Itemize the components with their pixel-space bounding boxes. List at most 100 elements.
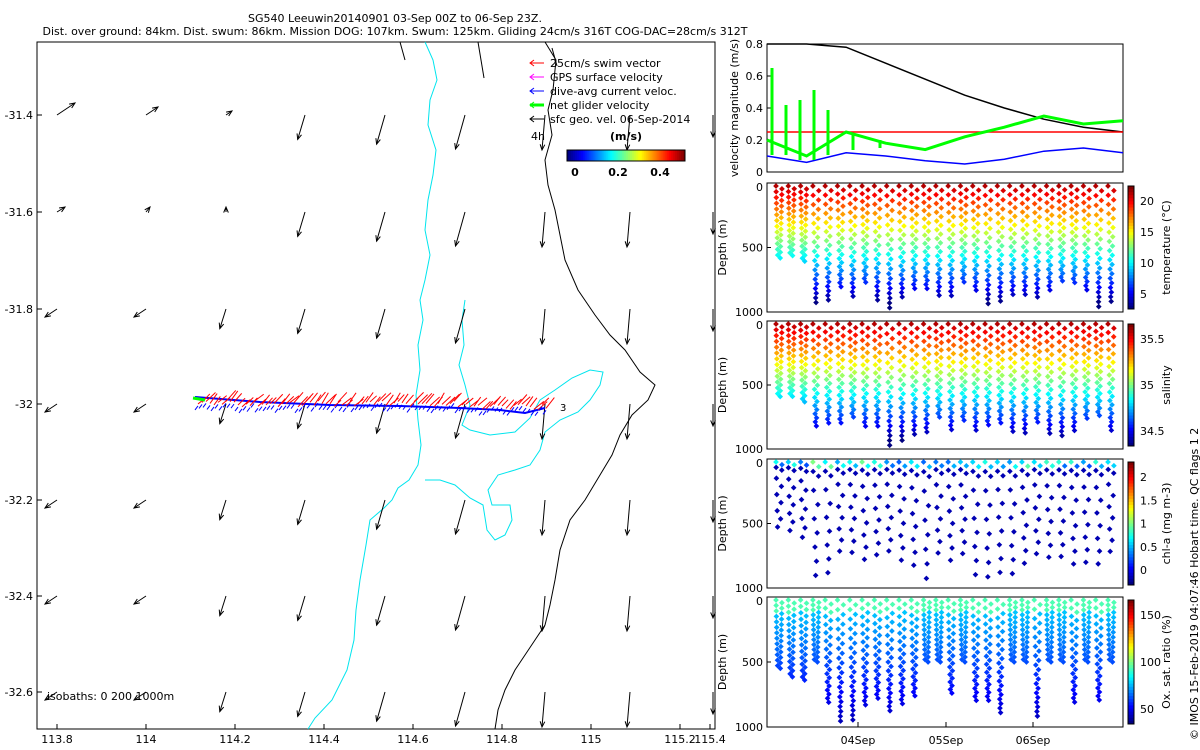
dac-vector (194, 405, 199, 411)
section-data-point (1081, 216, 1088, 223)
section-data-point (1105, 346, 1112, 353)
swim-vector (517, 394, 528, 406)
section-data-point (921, 631, 928, 638)
section-data-point (813, 271, 820, 278)
section-data-point (970, 621, 977, 627)
section-data-point (1105, 321, 1111, 327)
section-data-point (1044, 646, 1051, 653)
section-data-point (1024, 213, 1031, 220)
section-data-point (1097, 368, 1104, 375)
section-data-point (852, 630, 858, 637)
section-data-point (790, 631, 797, 637)
section-data-point (908, 183, 915, 189)
section-data-point (886, 280, 892, 287)
section-data-point (876, 224, 883, 230)
section-data-point (871, 612, 878, 619)
section-data-point (839, 650, 846, 657)
section-data-point (923, 575, 930, 582)
section-data-point (1086, 187, 1093, 193)
dac-vector (534, 411, 539, 416)
geo-velocity-arrowhead (43, 406, 51, 413)
section-data-point (773, 338, 780, 345)
section-data-point (861, 681, 867, 687)
geo-velocity-arrowhead (132, 406, 140, 413)
section-data-point (1081, 233, 1088, 239)
section-data-point (962, 248, 968, 255)
section-data-point (840, 462, 847, 469)
section-data-point (1031, 321, 1038, 327)
section-colorbar-segment (1128, 495, 1134, 500)
map-colorbar-segment (614, 150, 617, 161)
section-data-point (777, 665, 784, 672)
section-data-point (951, 463, 957, 469)
section-data-point (970, 338, 976, 344)
section-data-point (848, 236, 854, 242)
section-data-point (1048, 351, 1055, 358)
section-data-point (924, 261, 931, 267)
geo-velocity-arrow (44, 403, 58, 413)
section-data-point (945, 346, 952, 353)
section-data-point (1049, 614, 1055, 621)
section-colorbar-segment (1128, 385, 1134, 389)
section-data-point (1108, 289, 1115, 296)
section-data-point (798, 231, 805, 237)
map-xtick-label: 114.8 (486, 733, 518, 746)
section-data-point (1049, 619, 1055, 626)
map-colorbar-title: (m/s) (610, 130, 642, 143)
section-data-point (1024, 204, 1031, 211)
section-data-point (934, 226, 940, 233)
section-data-point (987, 341, 994, 348)
swim-vector (365, 392, 374, 403)
section-data-point (1110, 224, 1116, 231)
section-data-point (999, 215, 1006, 222)
section-data-point (945, 604, 952, 611)
section-data-point (1006, 321, 1013, 327)
section-data-point (871, 192, 878, 198)
section-data-point (1019, 209, 1026, 215)
legend-item-label: net glider velocity (550, 99, 650, 112)
section-data-point (913, 343, 920, 349)
section-data-point (778, 638, 784, 644)
section-data-point (910, 418, 917, 424)
section-data-point (987, 473, 994, 480)
section-data-point (839, 235, 846, 242)
section-data-point (1048, 212, 1055, 218)
section-data-point (936, 414, 943, 420)
section-colorbar-segment (1128, 548, 1134, 552)
section-data-point (1072, 402, 1078, 408)
section-data-point (1106, 363, 1112, 370)
section-data-point (947, 405, 954, 412)
section-data-point (1034, 285, 1041, 291)
section-data-point (1055, 459, 1062, 465)
section-data-point (851, 515, 858, 522)
section-data-point (1007, 621, 1014, 628)
section-data-point (1049, 471, 1056, 477)
section-data-point (1106, 257, 1113, 263)
section-data-point (908, 467, 915, 474)
section-data-point (995, 229, 1002, 235)
section-data-point (947, 262, 953, 268)
section-colorbar-segment (1128, 551, 1134, 555)
map-colorbar-segment (622, 150, 625, 161)
section-data-point (785, 183, 792, 189)
section-data-point (1110, 629, 1117, 636)
section-data-point (811, 361, 817, 368)
section-data-point (774, 223, 780, 230)
section-data-point (996, 266, 1003, 272)
section-data-point (910, 666, 916, 672)
section-data-point (823, 368, 830, 375)
section-data-point (1068, 183, 1074, 189)
dac-vector (298, 407, 303, 412)
section-data-point (887, 690, 894, 696)
section-data-point (938, 619, 945, 626)
section-data-point (925, 244, 931, 251)
section-data-point (1011, 528, 1017, 535)
section-data-point (1057, 365, 1063, 372)
section-data-point (888, 514, 895, 521)
section-data-point (802, 386, 808, 393)
section-colorbar-segment (1128, 517, 1134, 521)
section-data-point (1044, 612, 1050, 618)
section-data-point (1024, 604, 1031, 611)
section-data-point (836, 526, 842, 532)
section-data-point (823, 486, 829, 493)
